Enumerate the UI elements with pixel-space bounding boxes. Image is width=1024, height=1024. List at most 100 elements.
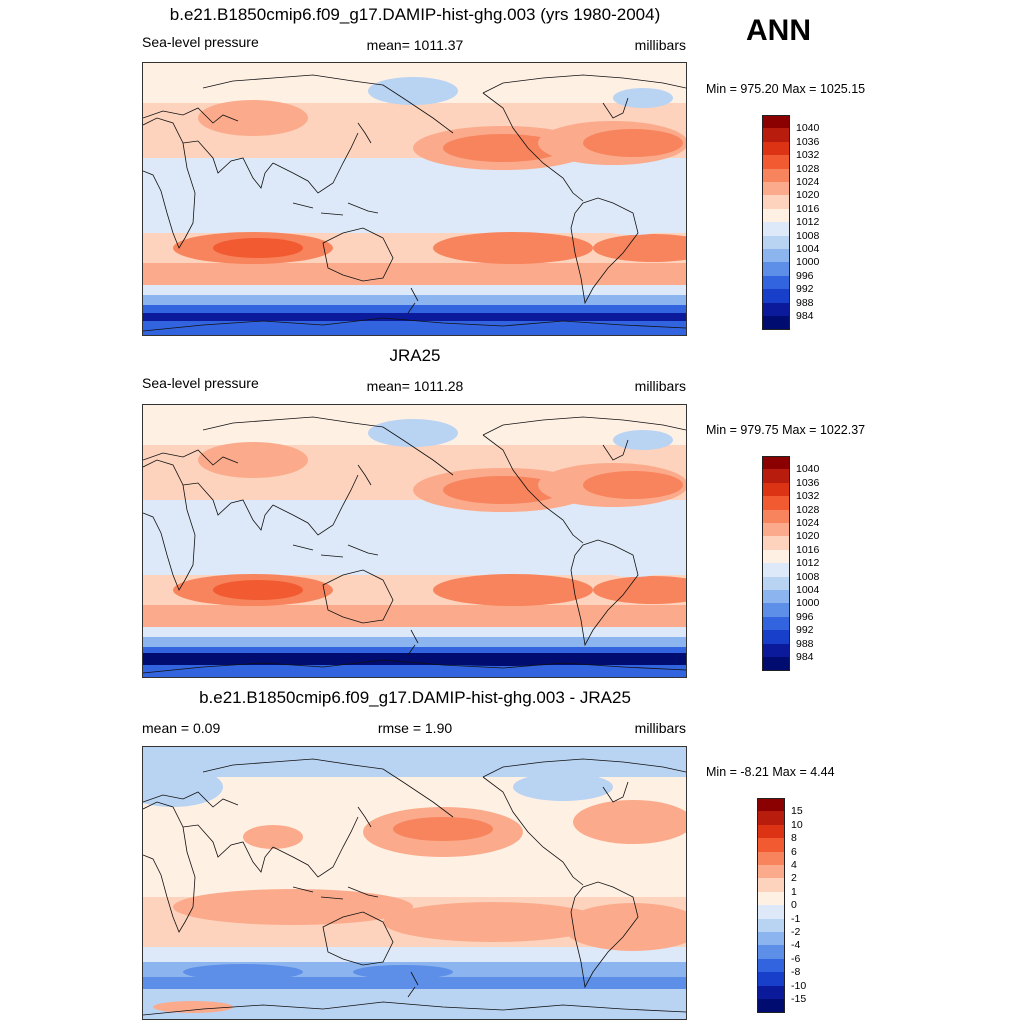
panel-3-title: b.e21.B1850cmip6.f09_g17.DAMIP-hist-ghg.… xyxy=(199,688,631,707)
colorbar-label: 0 xyxy=(791,899,797,912)
colorbar-swatch xyxy=(762,262,790,276)
colorbar-label: 1028 xyxy=(796,503,820,516)
panel-1-title: b.e21.B1850cmip6.f09_g17.DAMIP-hist-ghg.… xyxy=(169,5,661,24)
colorbar-label: 10 xyxy=(791,818,803,831)
colorbar-label: 988 xyxy=(796,296,814,309)
colorbar-label: 15 xyxy=(791,805,803,818)
colorbar-swatch xyxy=(762,563,790,577)
colorbar-label: 1032 xyxy=(796,149,820,162)
colorbar-label: 988 xyxy=(796,637,814,650)
colorbar-label: 1024 xyxy=(796,176,820,188)
panel-3-map xyxy=(142,746,687,1020)
colorbar-swatch xyxy=(762,643,790,657)
colorbar-swatch xyxy=(757,932,785,946)
colorbar-label: 984 xyxy=(796,310,814,322)
contour-map xyxy=(143,747,686,1019)
colorbar-swatch xyxy=(762,208,790,223)
colorbar-label: 4 xyxy=(791,859,797,871)
colorbar-label: 1024 xyxy=(796,517,820,529)
colorbar-swatch xyxy=(757,811,785,825)
colorbar-swatch xyxy=(757,918,785,932)
colorbar-label: 1020 xyxy=(796,189,820,202)
panel-2-units: millibars xyxy=(634,378,686,394)
colorbar-swatch xyxy=(757,838,785,852)
colorbar-label: 1000 xyxy=(796,597,820,610)
colorbar-label: -4 xyxy=(791,939,801,952)
colorbar-label: -2 xyxy=(791,926,801,938)
colorbar-swatch xyxy=(762,603,790,617)
colorbar-swatch xyxy=(757,905,785,919)
colorbar-swatch xyxy=(757,798,785,813)
colorbar-swatch xyxy=(762,509,790,523)
panel-2-mean: mean= 1011.28 xyxy=(366,378,464,394)
colorbar-swatch xyxy=(762,496,790,510)
panel-2-title: JRA25 xyxy=(389,346,441,365)
colorbar-label: 996 xyxy=(796,269,814,282)
panel-3-rmse: rmse = 1.90 xyxy=(377,720,453,736)
colorbar-swatch xyxy=(762,316,790,331)
colorbar-label: -10 xyxy=(791,979,807,992)
colorbar-swatch xyxy=(762,115,790,130)
colorbar-label: 1028 xyxy=(796,162,820,175)
colorbar-swatch xyxy=(762,549,790,564)
colorbar-swatch xyxy=(762,195,790,209)
colorbar-label: 984 xyxy=(796,651,814,663)
panel-3-colorbar: 15 10 8 6 4 2 1 0 -1 -2 -4 -6 -8 -10 -15 xyxy=(757,798,827,1014)
colorbar-label: -1 xyxy=(791,912,801,925)
colorbar-swatch xyxy=(762,536,790,550)
colorbar-swatch xyxy=(757,985,785,999)
season-label: ANN xyxy=(746,14,811,47)
colorbar-label: -8 xyxy=(791,966,801,979)
colorbar-swatch xyxy=(762,523,790,537)
colorbar-label: 1032 xyxy=(796,490,820,503)
colorbar-label: 1040 xyxy=(796,122,820,135)
panel-1-left-label: Sea-level pressure xyxy=(142,34,259,50)
colorbar-swatch xyxy=(762,469,790,483)
colorbar-swatch xyxy=(762,302,790,316)
colorbar-label: 992 xyxy=(796,283,814,296)
colorbar-label: 1016 xyxy=(796,202,820,215)
panel-3-minmax: Min = -8.21 Max = 4.44 xyxy=(706,765,835,779)
panel-2-map xyxy=(142,404,687,678)
colorbar-label: 2 xyxy=(791,872,797,885)
colorbar-label: 1036 xyxy=(796,476,820,489)
colorbar-label: 1008 xyxy=(796,570,820,583)
colorbar-swatch xyxy=(762,128,790,142)
panel-2-colorbar: 1040 1036 1032 1028 1024 1020 1016 1012 1008 1004… xyxy=(762,456,832,672)
colorbar-swatch xyxy=(762,289,790,303)
colorbar-swatch xyxy=(762,590,790,604)
colorbar-label: 6 xyxy=(791,845,797,858)
colorbar-swatch xyxy=(757,945,785,959)
colorbar-swatch xyxy=(757,891,785,906)
colorbar-label: -6 xyxy=(791,952,801,965)
panel-1-units: millibars xyxy=(634,37,686,53)
panel-2-minmax: Min = 979.75 Max = 1022.37 xyxy=(706,423,866,437)
colorbar-swatch xyxy=(762,235,790,249)
colorbar-label: 1020 xyxy=(796,530,820,543)
panel-3-units: millibars xyxy=(634,720,686,736)
panel-2-left-label: Sea-level pressure xyxy=(142,375,259,391)
colorbar-swatch xyxy=(762,482,790,497)
colorbar-label: 1008 xyxy=(796,229,820,242)
colorbar-swatch xyxy=(762,155,790,169)
colorbar-label: 1016 xyxy=(796,543,820,556)
panel-1-map xyxy=(142,62,687,336)
colorbar-swatch xyxy=(762,222,790,236)
colorbar-label: 1004 xyxy=(796,243,820,255)
contour-map xyxy=(143,405,686,677)
colorbar-swatch xyxy=(762,275,790,290)
colorbar-label: 1036 xyxy=(796,135,820,148)
colorbar-label: 8 xyxy=(791,832,797,845)
colorbar-swatch xyxy=(762,456,790,471)
colorbar-swatch xyxy=(757,824,785,839)
colorbar-swatch xyxy=(757,958,785,973)
colorbar-swatch xyxy=(762,249,790,263)
contour-map xyxy=(143,63,686,335)
colorbar-swatch xyxy=(762,168,790,182)
colorbar-swatch xyxy=(757,865,785,879)
panel-1-colorbar: 1040 1036 1032 1028 1024 1020 1016 1012 1008 1004… xyxy=(762,115,832,331)
colorbar-label: 1 xyxy=(791,885,797,898)
panel-1-mean: mean= 1011.37 xyxy=(366,37,464,53)
panel-3-mean: mean = 0.09 xyxy=(142,720,221,736)
colorbar-swatch xyxy=(762,616,790,631)
